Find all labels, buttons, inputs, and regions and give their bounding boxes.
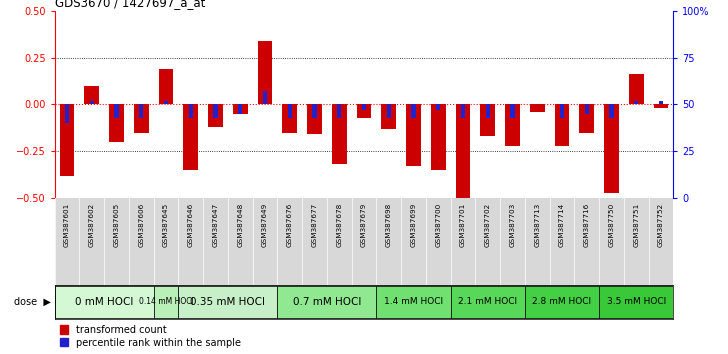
Text: GSM387677: GSM387677	[312, 202, 317, 247]
Bar	[55, 286, 154, 318]
Text: GDS3670 / 1427697_a_at: GDS3670 / 1427697_a_at	[55, 0, 205, 10]
Bar	[134, 104, 149, 133]
Bar	[84, 86, 99, 104]
Text: GSM387752: GSM387752	[658, 202, 664, 247]
Text: GSM387602: GSM387602	[89, 202, 95, 247]
Bar	[659, 101, 663, 104]
Bar	[233, 104, 248, 114]
Text: GSM387713: GSM387713	[534, 202, 540, 247]
Bar	[312, 104, 317, 118]
Bar	[436, 104, 440, 110]
Text: GSM387676: GSM387676	[287, 202, 293, 247]
Bar	[599, 286, 673, 318]
Bar	[357, 104, 371, 118]
Text: 3.5 mM HOCl: 3.5 mM HOCl	[606, 297, 666, 306]
Bar	[411, 104, 416, 118]
Bar	[654, 104, 668, 108]
Text: GSM387647: GSM387647	[213, 202, 218, 247]
Bar	[376, 286, 451, 318]
Text: GSM387605: GSM387605	[114, 202, 119, 247]
Bar	[555, 104, 569, 146]
Text: GSM387699: GSM387699	[411, 202, 416, 247]
Bar	[451, 286, 525, 318]
Bar	[381, 104, 396, 129]
Text: GSM387701: GSM387701	[460, 202, 466, 247]
Bar	[65, 104, 69, 123]
Bar	[164, 101, 168, 104]
Text: GSM387750: GSM387750	[609, 202, 614, 247]
Text: 0.14 mM HOCl: 0.14 mM HOCl	[138, 297, 194, 306]
Bar	[510, 104, 515, 118]
Bar	[238, 104, 242, 114]
Bar	[208, 104, 223, 127]
Bar	[114, 104, 119, 118]
Bar	[604, 104, 619, 193]
Bar	[486, 104, 490, 118]
Text: 0.35 mM HOCl: 0.35 mM HOCl	[190, 297, 266, 307]
Bar	[288, 104, 292, 118]
Bar	[139, 104, 143, 118]
Text: GSM387703: GSM387703	[510, 202, 515, 247]
Text: GSM387700: GSM387700	[435, 202, 441, 247]
Bar	[560, 104, 564, 118]
Bar	[387, 104, 391, 118]
Bar	[337, 104, 341, 118]
Text: 1.4 mM HOCl: 1.4 mM HOCl	[384, 297, 443, 306]
Bar	[480, 104, 495, 136]
Text: GSM387646: GSM387646	[188, 202, 194, 247]
Text: GSM387716: GSM387716	[584, 202, 590, 247]
Bar	[362, 104, 366, 110]
Bar	[431, 104, 446, 170]
Bar	[60, 104, 74, 176]
Bar	[263, 91, 267, 104]
Text: GSM387648: GSM387648	[237, 202, 243, 247]
Text: GSM387649: GSM387649	[262, 202, 268, 247]
Bar	[307, 104, 322, 135]
Bar	[282, 104, 297, 133]
Text: 2.8 mM HOCl: 2.8 mM HOCl	[532, 297, 592, 306]
Text: GSM387714: GSM387714	[559, 202, 565, 247]
Bar	[461, 104, 465, 118]
Bar	[456, 104, 470, 198]
Bar	[530, 104, 545, 112]
Bar	[183, 104, 198, 170]
Bar	[332, 104, 347, 165]
Text: GSM387679: GSM387679	[361, 202, 367, 247]
Bar	[579, 104, 594, 133]
Text: 0.7 mM HOCl: 0.7 mM HOCl	[293, 297, 361, 307]
Text: GSM387751: GSM387751	[633, 202, 639, 247]
Bar	[505, 104, 520, 146]
Text: GSM387678: GSM387678	[336, 202, 342, 247]
Bar	[629, 74, 644, 104]
Bar	[406, 104, 421, 166]
Text: GSM387702: GSM387702	[485, 202, 491, 247]
Text: dose  ▶: dose ▶	[14, 297, 51, 307]
Bar	[109, 104, 124, 142]
Bar	[213, 104, 218, 118]
Bar	[277, 286, 376, 318]
Text: 2.1 mM HOCl: 2.1 mM HOCl	[458, 297, 518, 306]
Bar	[178, 286, 277, 318]
Bar	[585, 104, 589, 114]
Bar	[525, 286, 599, 318]
Bar	[609, 104, 614, 118]
Bar	[159, 69, 173, 104]
Legend: transformed count, percentile rank within the sample: transformed count, percentile rank withi…	[56, 321, 245, 352]
Bar	[258, 41, 272, 104]
Bar	[634, 101, 638, 104]
Bar	[189, 104, 193, 118]
Text: 0 mM HOCl: 0 mM HOCl	[75, 297, 133, 307]
Text: GSM387601: GSM387601	[64, 202, 70, 247]
Bar	[154, 286, 178, 318]
Bar	[90, 101, 94, 104]
Text: GSM387698: GSM387698	[386, 202, 392, 247]
Text: GSM387645: GSM387645	[163, 202, 169, 247]
Text: GSM387606: GSM387606	[138, 202, 144, 247]
